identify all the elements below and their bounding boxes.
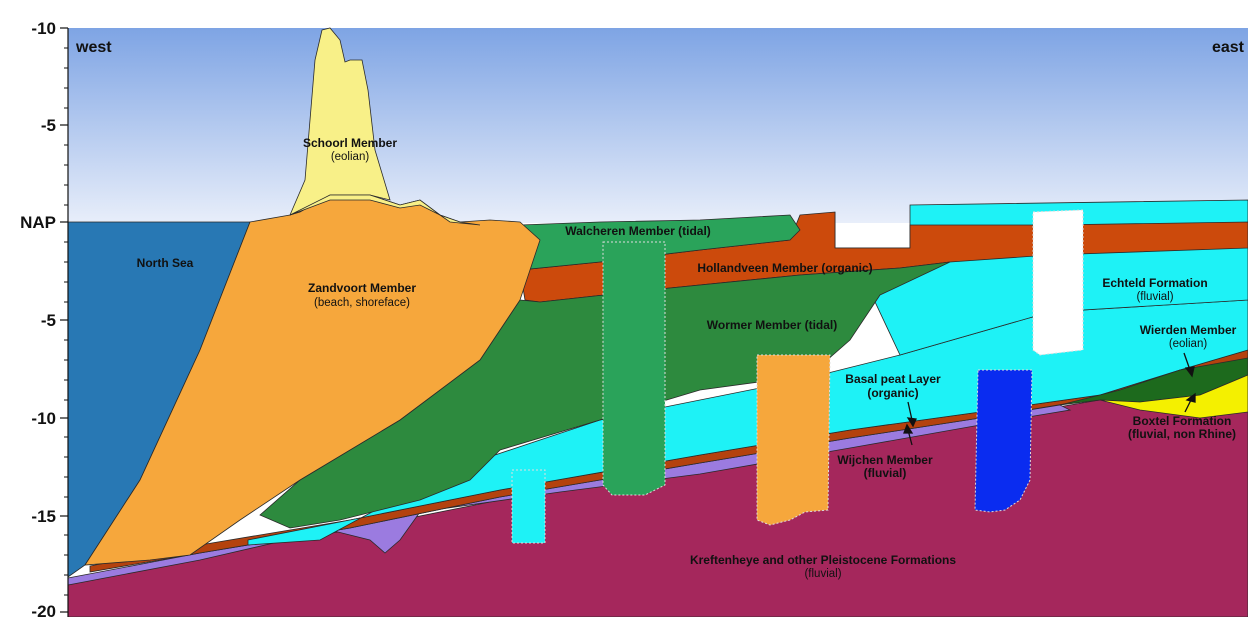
wierden-yellow-band (1099, 374, 1248, 419)
wijchen-arrowhead (903, 423, 914, 434)
north-sea-label: North Sea (137, 256, 194, 270)
tick-label-nap: NAP (20, 213, 56, 232)
basal-peat-desc: (organic) (867, 386, 918, 400)
tick-label-upper: -5 (41, 116, 56, 135)
west-label: west (75, 39, 112, 56)
core-column-cyan (511, 469, 546, 544)
tick-label-top: -10 (31, 19, 56, 38)
kreftenheye-desc: (fluvial) (804, 568, 841, 580)
boxtel-arrowhead (1185, 392, 1196, 403)
echteld-desc: (fluvial) (1136, 291, 1173, 303)
basal-peat-label: Basal peat Layer (845, 372, 941, 386)
wijchen-desc: (fluvial) (864, 466, 907, 480)
hollandveen-label: Hollandveen Member (organic) (697, 261, 872, 275)
wierden-arrowhead (1184, 366, 1195, 378)
annotation-arrows (903, 352, 1196, 446)
schoorl-label: Schoorl Member (303, 136, 397, 150)
zandvoort-layer (84, 194, 541, 566)
core-column-blue (974, 369, 1033, 513)
y-axis-major-ticks (60, 27, 68, 613)
core-column-white (1032, 209, 1084, 356)
wierden-desc: (eolian) (1169, 338, 1208, 350)
sky (68, 28, 1248, 223)
tick-label-minus-10: -10 (31, 409, 56, 428)
echteld-layer-lower (247, 299, 1248, 546)
tick-label-minus-5: -5 (41, 311, 56, 330)
schoorl-desc: (eolian) (331, 151, 370, 163)
kreftenheye-label: Kreftenheye and other Pleistocene Format… (690, 553, 956, 567)
schoorl-dune-fringe (289, 194, 481, 226)
walcheren-label: Walcheren Member (tidal) (565, 224, 711, 238)
tick-label-minus-15: -15 (31, 507, 56, 526)
zandvoort-label: Zandvoort Member (308, 281, 416, 295)
basal-peat-arrowhead (906, 417, 917, 428)
wierden-label: Wierden Member (1140, 323, 1237, 337)
basal-peat-arrow (907, 401, 913, 421)
boxtel-label: Boxtel Formation (1133, 414, 1232, 428)
east-label: east (1212, 39, 1245, 56)
y-axis-minor-ticks (64, 47, 68, 596)
zandvoort-desc: (beach, shoreface) (314, 297, 410, 309)
wijchen-label: Wijchen Member (837, 453, 933, 467)
wormer-label: Wormer Member (tidal) (707, 318, 837, 332)
core-column-green (602, 241, 666, 496)
echteld-label: Echteld Formation (1102, 276, 1207, 290)
core-column-orange (756, 354, 831, 526)
tick-label-minus-20: -20 (31, 602, 56, 617)
boxtel-desc: (fluvial, non Rhine) (1128, 427, 1236, 441)
